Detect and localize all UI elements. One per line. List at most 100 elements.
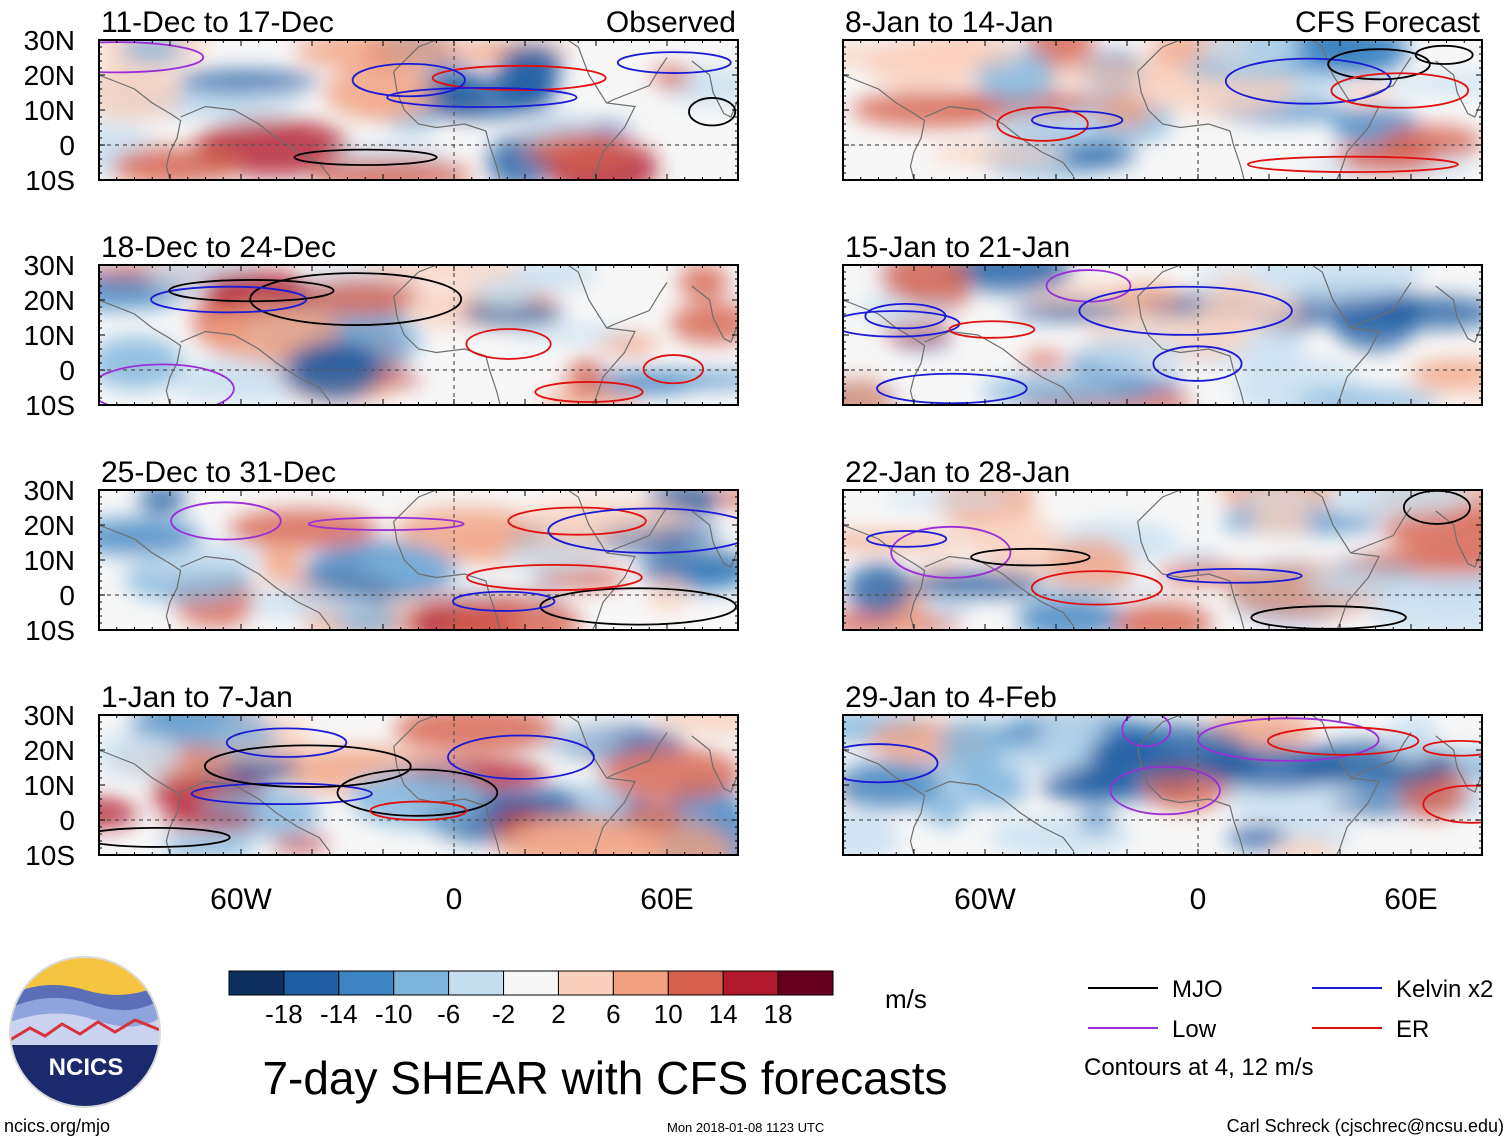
contour bbox=[1246, 155, 1459, 173]
coastline bbox=[691, 60, 738, 118]
lon-tick-label: 0 bbox=[1190, 883, 1207, 916]
shear-field bbox=[843, 265, 1482, 405]
panel-2: 18-Dec to 24-Dec 30N 20N 10N 0 10S bbox=[24, 231, 739, 421]
contour bbox=[1030, 570, 1163, 606]
lat-tick-label: 20N bbox=[24, 60, 75, 91]
shading-blob bbox=[1250, 265, 1425, 302]
contour bbox=[249, 272, 463, 326]
shading-blob bbox=[513, 265, 596, 292]
colorbar-swatch bbox=[448, 970, 505, 996]
contour bbox=[99, 363, 235, 405]
shading-blob bbox=[843, 812, 901, 855]
colorbar-label: 10 bbox=[654, 999, 683, 1029]
contour bbox=[293, 148, 438, 166]
unit-label: m/s bbox=[885, 984, 927, 1014]
contour bbox=[466, 563, 643, 592]
coastlines bbox=[99, 715, 738, 855]
shading-blob bbox=[651, 65, 692, 89]
shading-blob bbox=[368, 265, 524, 281]
coastline bbox=[1311, 265, 1380, 405]
coastline bbox=[393, 71, 501, 180]
shear-field bbox=[843, 40, 1482, 179]
coastline bbox=[99, 524, 182, 630]
shading-blob bbox=[1083, 332, 1186, 375]
shading-blob bbox=[1077, 809, 1116, 830]
contour bbox=[1266, 726, 1420, 756]
shading-blob bbox=[99, 731, 182, 779]
panel-ticks bbox=[842, 714, 1483, 856]
contour bbox=[386, 86, 578, 108]
filter-contours bbox=[866, 490, 1471, 630]
coastline bbox=[924, 105, 1075, 177]
contour bbox=[866, 530, 948, 548]
shading-blob bbox=[1250, 499, 1312, 537]
coastline bbox=[99, 299, 182, 405]
shading-blob bbox=[678, 265, 729, 300]
contour bbox=[447, 734, 595, 780]
shading-blob bbox=[99, 61, 183, 122]
coastline bbox=[567, 715, 636, 855]
shading-blob bbox=[1378, 125, 1482, 160]
shading-blob bbox=[99, 518, 202, 556]
contour bbox=[465, 328, 552, 360]
footer-timestamp: Mon 2018-01-08 1123 UTC bbox=[667, 1120, 825, 1135]
panel-ticks bbox=[842, 489, 1483, 631]
coastline bbox=[924, 780, 1075, 852]
contour bbox=[1166, 568, 1303, 584]
contour bbox=[1414, 44, 1474, 65]
coastline bbox=[691, 285, 738, 343]
coastline bbox=[1137, 490, 1181, 522]
colorbar-label: 14 bbox=[709, 999, 738, 1029]
colorbar-label: 18 bbox=[764, 999, 793, 1029]
coastlines bbox=[99, 40, 738, 180]
contour bbox=[539, 587, 737, 626]
contour bbox=[996, 106, 1089, 142]
lat-tick-label: 30N bbox=[24, 250, 75, 281]
coastline bbox=[606, 57, 668, 104]
coastline bbox=[180, 780, 331, 852]
coastline bbox=[180, 105, 331, 177]
shading-blob bbox=[294, 40, 467, 71]
filter-contours bbox=[99, 41, 737, 166]
contour bbox=[1330, 72, 1470, 109]
contour bbox=[1197, 717, 1380, 762]
contour bbox=[547, 507, 738, 554]
shading-blob bbox=[1293, 389, 1442, 405]
colorbar: -18 -14 -10 -6 -2 2 6 10 14 18 bbox=[228, 970, 834, 1029]
lat-tick-label: 10N bbox=[24, 770, 75, 801]
colorbar-label: -14 bbox=[320, 999, 358, 1029]
colorbar-label: -6 bbox=[437, 999, 460, 1029]
shading-blob bbox=[176, 719, 280, 750]
coastline bbox=[1137, 715, 1181, 747]
contour bbox=[225, 727, 348, 758]
coastline bbox=[567, 265, 636, 405]
panel-7: 22-Jan to 28-Jan bbox=[842, 456, 1483, 631]
shear-field bbox=[99, 715, 738, 855]
shading-blob bbox=[1091, 723, 1249, 776]
shading-blob bbox=[1038, 716, 1107, 752]
shading-blob bbox=[111, 146, 241, 180]
shading-blob bbox=[499, 43, 564, 84]
shading-blob bbox=[1411, 362, 1482, 384]
lat-tick-label: 10S bbox=[25, 840, 75, 871]
contour bbox=[203, 744, 412, 788]
lat-tick-label: 30N bbox=[24, 700, 75, 731]
shading-blob bbox=[1201, 40, 1298, 70]
coastline bbox=[99, 749, 182, 855]
footer-url[interactable]: ncics.org/mjo bbox=[4, 1116, 111, 1136]
coastline bbox=[1435, 735, 1482, 793]
colorbar-label: 2 bbox=[551, 999, 565, 1029]
coastline bbox=[1350, 732, 1412, 779]
lat-tick-label: 20N bbox=[24, 735, 75, 766]
panel-ticks bbox=[98, 714, 739, 856]
shading-blob bbox=[946, 265, 1072, 293]
coastline bbox=[1350, 57, 1412, 104]
coastline bbox=[180, 555, 331, 627]
contour bbox=[616, 51, 732, 74]
shading-blob bbox=[261, 541, 302, 586]
contour bbox=[451, 590, 556, 612]
contour bbox=[190, 782, 373, 806]
panel-ticks bbox=[842, 39, 1483, 181]
shading-blob bbox=[474, 274, 535, 311]
